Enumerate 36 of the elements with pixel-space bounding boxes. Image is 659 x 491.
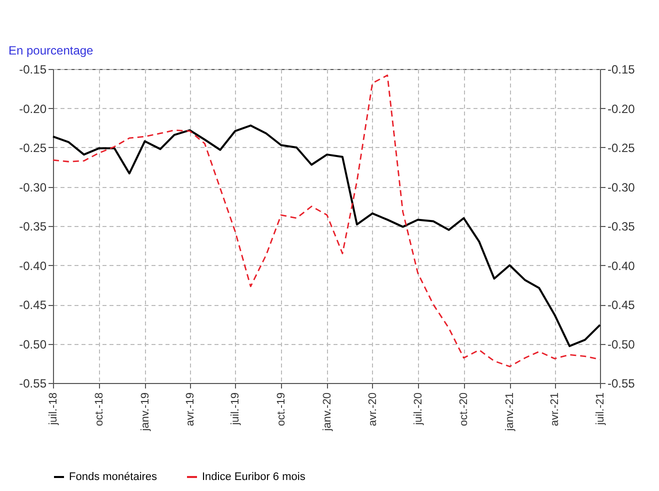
x-tick-label: oct.-18 xyxy=(93,392,106,426)
line-series xyxy=(52,124,601,348)
y2-tick-label: -0.40 xyxy=(608,258,636,273)
y-tick-label: -0.45 xyxy=(19,298,47,312)
x-tick-label: juil.-20 xyxy=(412,392,424,426)
legend-label: Fonds monétaires xyxy=(69,471,158,483)
x-tick-label: avr.-21 xyxy=(549,392,562,426)
x-tick-label: juil.-21 xyxy=(594,392,606,426)
y2-tick-label: -0.30 xyxy=(608,180,636,194)
x-tick-label: oct.-20 xyxy=(458,392,470,426)
y2-tick-label: -0.50 xyxy=(608,337,636,352)
y2-tick-label: -0.25 xyxy=(608,141,636,155)
line-series xyxy=(52,74,601,368)
y-tick-label: -0.50 xyxy=(19,337,47,352)
x-tick-label: janv.-21 xyxy=(504,392,516,432)
x-tick-label: oct.-19 xyxy=(276,392,288,426)
x-tick-label: avr.-19 xyxy=(184,392,196,426)
y-tick-label: -0.40 xyxy=(19,258,47,273)
y-tick-label: -0.15 xyxy=(19,62,47,76)
y-tick-label: -0.20 xyxy=(19,102,47,116)
y-tick-label: -0.35 xyxy=(19,220,47,234)
y-tick-label: -0.25 xyxy=(19,141,47,155)
y2-tick-label: -0.45 xyxy=(608,298,636,312)
y-axis-title: En pourcentage xyxy=(8,44,94,58)
y-tick-label: -0.55 xyxy=(19,376,47,390)
y2-tick-label: -0.15 xyxy=(608,62,636,76)
x-tick-label: juil.-18 xyxy=(48,392,60,426)
x-tick-label: juil.-19 xyxy=(230,392,242,426)
legend-label: Indice Euribor 6 mois xyxy=(202,471,306,483)
y2-tick-label: -0.35 xyxy=(608,220,636,234)
y2-tick-label: -0.55 xyxy=(608,376,636,390)
y-tick-label: -0.30 xyxy=(19,180,47,194)
x-tick-label: avr.-20 xyxy=(366,392,379,426)
y2-tick-label: -0.20 xyxy=(608,102,636,116)
x-tick-label: janv.-20 xyxy=(322,392,334,432)
x-tick-label: janv.-19 xyxy=(139,392,152,432)
